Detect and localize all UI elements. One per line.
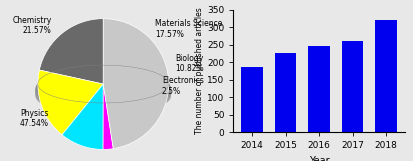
Wedge shape: [38, 70, 103, 135]
Bar: [342, 42, 363, 132]
Y-axis label: The number of published articles: The number of published articles: [195, 7, 204, 134]
Wedge shape: [62, 84, 103, 149]
Bar: [275, 53, 297, 132]
Ellipse shape: [36, 77, 171, 115]
Ellipse shape: [36, 70, 171, 107]
Text: Electronics
2.5%: Electronics 2.5%: [162, 76, 204, 96]
Text: Chemistry
21.57%: Chemistry 21.57%: [12, 16, 52, 35]
Ellipse shape: [36, 74, 171, 112]
Wedge shape: [103, 84, 113, 149]
Bar: [241, 67, 263, 132]
Ellipse shape: [36, 76, 171, 114]
Ellipse shape: [36, 72, 171, 109]
Ellipse shape: [36, 75, 171, 113]
Text: Biology
10.82%: Biology 10.82%: [176, 54, 204, 73]
Ellipse shape: [36, 73, 171, 111]
Ellipse shape: [36, 71, 171, 109]
Bar: [308, 46, 330, 132]
Bar: [375, 20, 397, 132]
Wedge shape: [39, 19, 103, 84]
X-axis label: Year: Year: [309, 156, 329, 161]
Text: Materials Science
17.57%: Materials Science 17.57%: [155, 19, 222, 39]
Wedge shape: [103, 19, 169, 149]
Text: Physics
47.54%: Physics 47.54%: [19, 109, 48, 128]
